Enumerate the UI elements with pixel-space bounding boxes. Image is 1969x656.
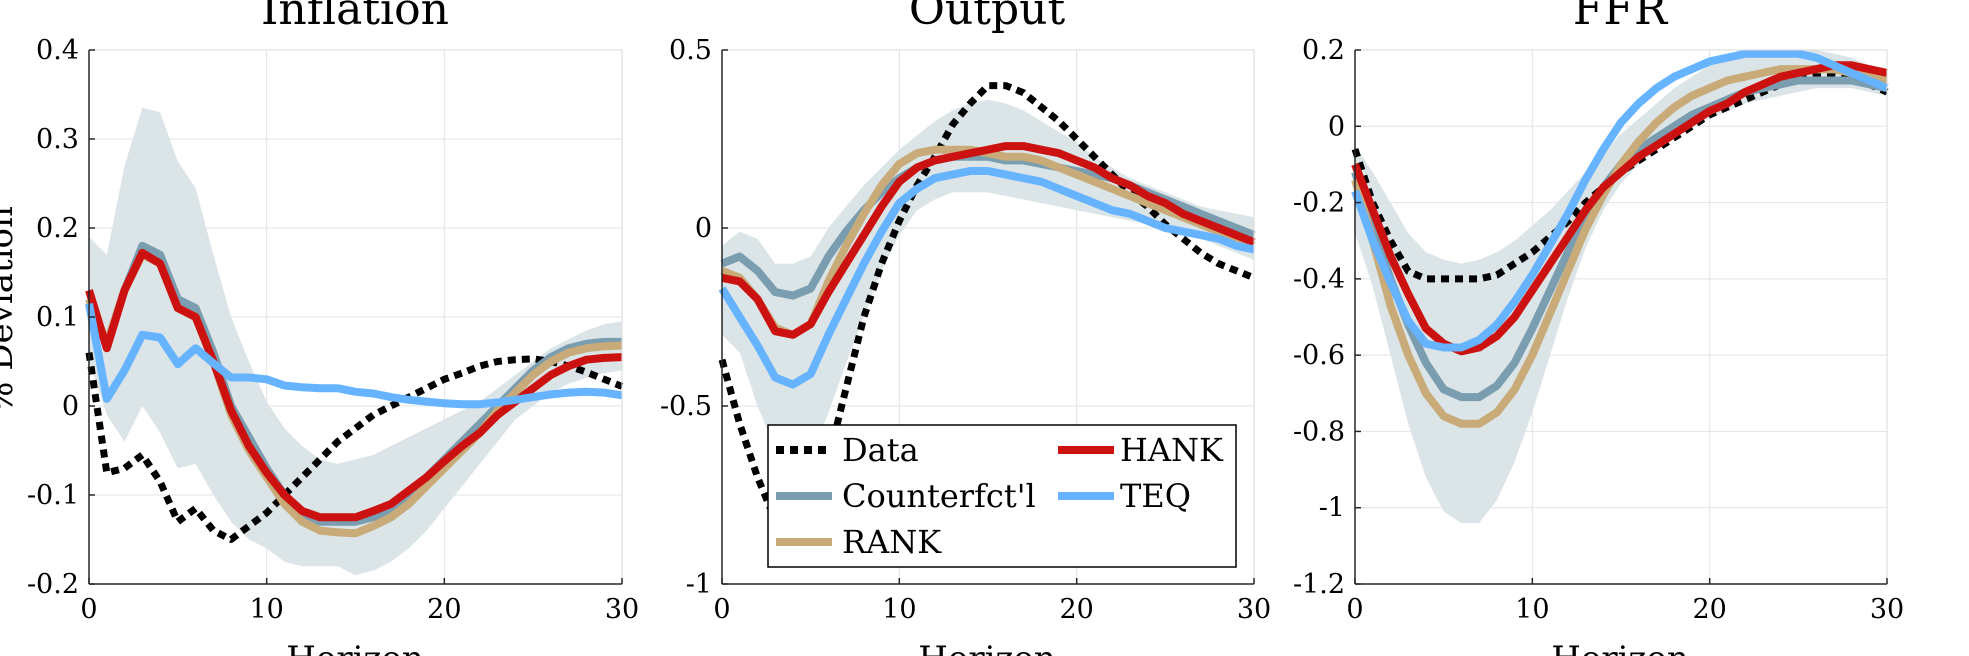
plot-area-inflation: 0 10 20 30 -0.2 -0.1 0 0.1 0.2 0.3 0.4: [27, 35, 639, 625]
legend-entry-hank: HANK: [1058, 431, 1224, 469]
series-line-hank: [721, 142, 1256, 339]
x-axis-label-output: Horizon: [918, 639, 1056, 656]
plot-area-ffr: 0 10 20 30 -1.2 -1 -0.8 -0.6 -0.4 -0.2 0 0.2: [1293, 35, 1904, 625]
x-tick-label: 20: [427, 594, 461, 625]
y-tick-label: -0.4: [1293, 264, 1345, 295]
series-line-hank: [85, 248, 623, 522]
x-axis-label-inflation: Horizon: [286, 639, 424, 656]
y-tick-label: -0.5: [660, 391, 712, 422]
legend-entry-rank: RANK: [776, 523, 942, 561]
x-tick-label: 20: [1692, 594, 1726, 625]
legend-entry-data: Data: [776, 431, 919, 469]
panel-ffr: FFR Horizon: [1551, 0, 1689, 656]
x-tick-label: 10: [1515, 594, 1549, 625]
x-tick-label: 30: [605, 594, 639, 625]
y-tick-label: 0.3: [36, 124, 79, 155]
y-tick-label: 0.1: [36, 302, 79, 333]
series-line-teq: [718, 167, 1255, 389]
y-axis-label-inflation: % Deviation: [0, 206, 21, 414]
x-tick-label: 0: [713, 594, 730, 625]
panel-output: Output Horizon: [909, 0, 1066, 656]
y-tick-label: -0.8: [1293, 416, 1345, 447]
y-tick-label: -0.1: [27, 480, 79, 511]
series-line-data: [1351, 73, 1889, 283]
y-tick-label: -0.2: [1293, 188, 1345, 219]
panel-title-output: Output: [909, 0, 1066, 35]
legend-label-rank: RANK: [842, 523, 942, 561]
x-tick-label: 30: [1870, 594, 1904, 625]
x-axis-label-ffr: Horizon: [1551, 639, 1689, 656]
series-line-teq: [85, 302, 623, 409]
legend-label-hank: HANK: [1120, 431, 1224, 469]
legend-entry-counterfactual: Counterfct'l: [776, 477, 1036, 515]
y-tick-label: -1.2: [1293, 569, 1345, 600]
y-tick-label: -1: [1319, 493, 1345, 524]
x-tick-label: 0: [1346, 594, 1363, 625]
x-tick-label: 20: [1059, 594, 1093, 625]
y-tick-label: 0.2: [1302, 35, 1345, 66]
legend-label-teq: TEQ: [1120, 477, 1191, 515]
x-tick-label: 10: [249, 594, 283, 625]
confidence-band: [89, 107, 622, 576]
panel-inflation: Inflation % Deviation Horizon: [0, 0, 449, 656]
x-tick-label: 10: [882, 594, 916, 625]
y-tick-label: 0: [1328, 111, 1345, 142]
y-tick-label: 0: [62, 391, 79, 422]
y-tick-label: -0.2: [27, 569, 79, 600]
y-tick-label: 0: [695, 213, 712, 244]
x-tick-label: 0: [80, 594, 97, 625]
confidence-band: [1355, 50, 1887, 523]
legend-box: [767, 424, 1237, 568]
legend: Data HANK Counterfct'l TEQ RANK: [767, 424, 1237, 568]
y-tick-label: -1: [686, 569, 712, 600]
legend-label-counterfactual: Counterfct'l: [842, 477, 1036, 515]
panel-title-inflation: Inflation: [261, 0, 449, 35]
y-tick-label: 0.4: [36, 35, 79, 66]
legend-entry-teq: TEQ: [1058, 477, 1191, 515]
y-tick-label: 0.5: [669, 35, 712, 66]
series-line-teq: [1351, 49, 1889, 352]
x-tick-label: 30: [1237, 594, 1271, 625]
panel-title-ffr: FFR: [1573, 0, 1669, 35]
y-tick-label: -0.6: [1293, 340, 1345, 371]
y-tick-label: 0.2: [36, 213, 79, 244]
legend-label-data: Data: [842, 431, 919, 469]
